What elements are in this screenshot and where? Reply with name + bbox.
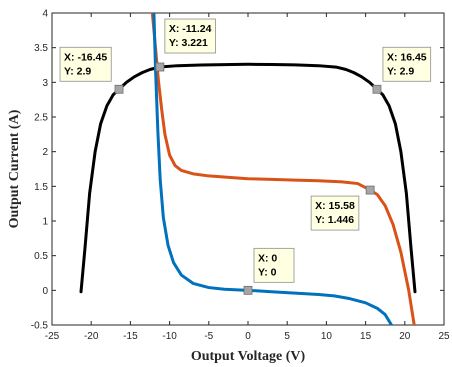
x-tick-label: -20 — [84, 331, 99, 342]
x-tick-label: 15 — [360, 331, 372, 342]
datatip-box — [310, 195, 360, 231]
datatip-y-text: Y: 0 — [258, 266, 277, 278]
y-tick-label: 2 — [42, 147, 48, 158]
datatip-y-text: Y: 3.221 — [169, 37, 208, 49]
x-tick-label: -25 — [45, 331, 60, 342]
y-tick-label: 0.5 — [34, 251, 48, 262]
x-tick-label: 25 — [438, 331, 450, 342]
datatip-x-text: X: 16.45 — [387, 51, 427, 63]
datatip-y-text: Y: 2.9 — [387, 65, 414, 77]
x-tick-label: 0 — [245, 331, 251, 342]
y-tick-label: 3.5 — [34, 43, 48, 54]
series-group — [79, 13, 417, 325]
datatip-boxes: X: -16.45 Y: 2.9 X: -11.24 Y: 3.221 X: 16.45… — [59, 18, 432, 283]
x-axis-ticks: -25 -20 -15 -10 -5 0 5 10 15 20 25 — [45, 13, 450, 342]
datatip-marker[interactable] — [114, 84, 124, 94]
x-tick-label: -5 — [204, 331, 213, 342]
datatip-marker[interactable] — [243, 285, 253, 295]
datatip-x-text: X: -16.45 — [64, 51, 107, 63]
y-axis-label: Output Current (A) — [7, 109, 22, 228]
series-line-2 — [150, 13, 416, 325]
x-tick-label: 20 — [399, 331, 411, 342]
datatip-x-text: X: 0 — [258, 252, 277, 264]
datatip-box — [382, 46, 432, 82]
y-tick-label: 4 — [42, 9, 48, 20]
x-tick-label: 5 — [284, 331, 290, 342]
datatip[interactable]: X: 16.45 Y: 2.9 — [382, 46, 432, 82]
datatip-markers — [114, 62, 382, 295]
x-tick-label: -15 — [123, 331, 138, 342]
x-axis-label: Output Voltage (V) — [191, 349, 306, 364]
datatip-marker[interactable] — [372, 84, 382, 94]
datatip-y-text: Y: 2.9 — [64, 65, 91, 77]
y-tick-label: 1 — [42, 217, 48, 228]
datatip-box — [59, 46, 112, 82]
datatip[interactable]: X: 15.58 Y: 1.446 — [310, 195, 360, 231]
datatip-box — [253, 247, 295, 283]
y-tick-label: 1.5 — [34, 182, 48, 193]
datatip-x-text: X: 15.58 — [315, 200, 355, 212]
x-tick-label: 10 — [321, 331, 333, 342]
datatip-y-text: Y: 1.446 — [315, 214, 354, 226]
series-line-3 — [152, 13, 393, 325]
y-tick-label: 0 — [42, 286, 48, 297]
y-tick-label: 3 — [42, 78, 48, 89]
datatip[interactable]: X: -11.24 Y: 3.221 — [164, 18, 216, 54]
datatip-marker[interactable] — [365, 185, 375, 195]
y-tick-label: 2.5 — [34, 113, 48, 124]
datatip-box — [164, 18, 216, 54]
series-line-1 — [79, 62, 417, 294]
x-tick-label: -10 — [162, 331, 177, 342]
datatip[interactable]: X: 0 Y: 0 — [253, 247, 295, 283]
y-tick-label: -0.5 — [31, 321, 49, 332]
datatip-marker[interactable] — [155, 62, 165, 72]
datatip-x-text: X: -11.24 — [169, 23, 212, 35]
y-axis-ticks: -0.5 0 0.5 1 1.5 2 2.5 3 3.5 4 — [31, 9, 444, 332]
datatip[interactable]: X: -16.45 Y: 2.9 — [59, 46, 112, 82]
